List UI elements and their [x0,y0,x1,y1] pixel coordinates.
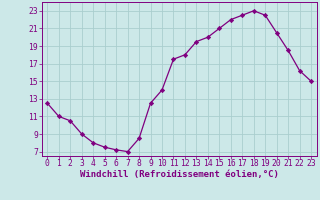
X-axis label: Windchill (Refroidissement éolien,°C): Windchill (Refroidissement éolien,°C) [80,170,279,179]
